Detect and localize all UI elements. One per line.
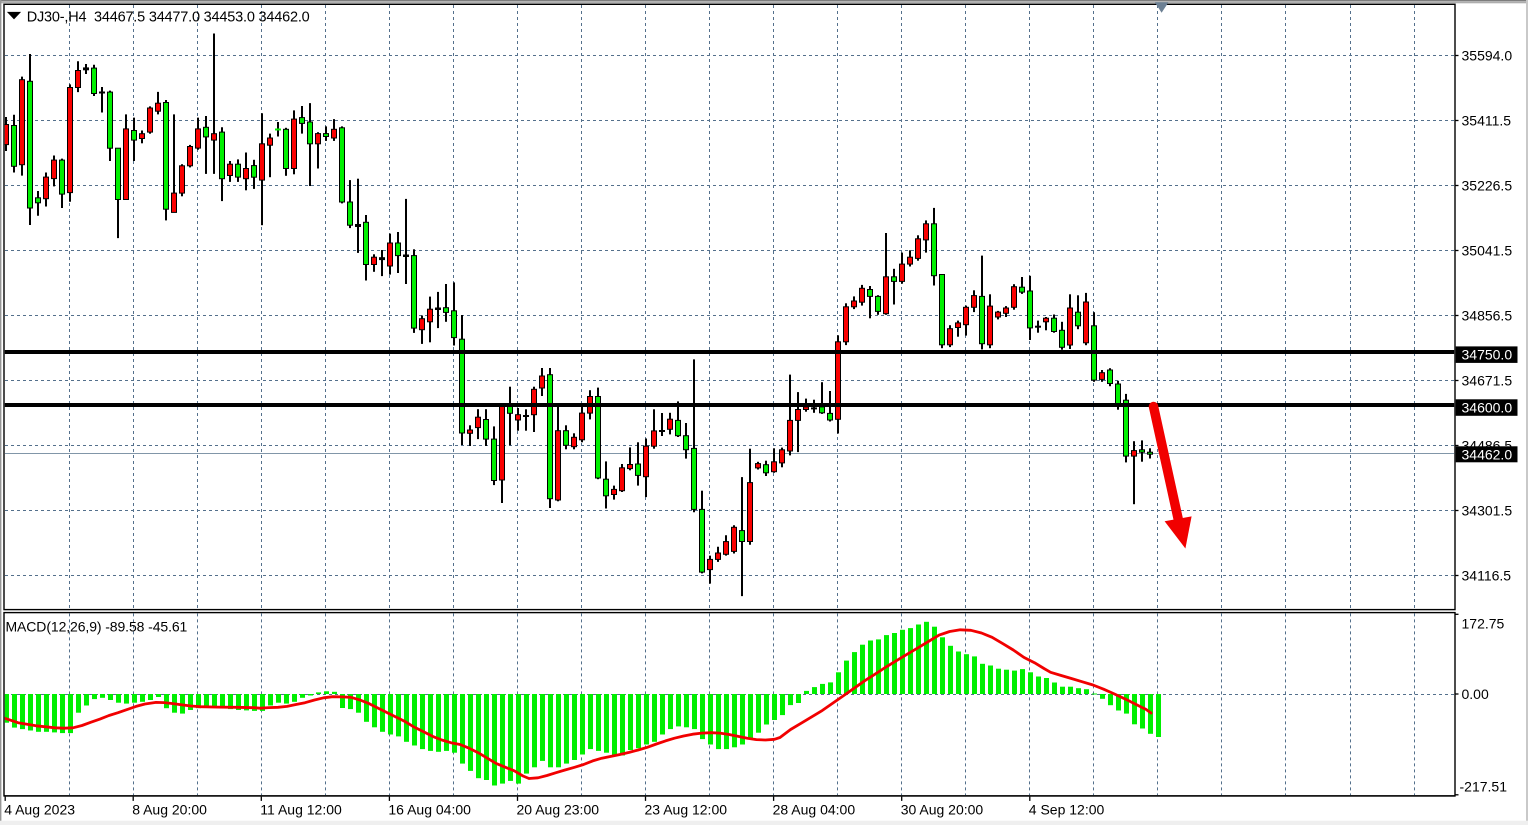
- svg-text:11 Aug 12:00: 11 Aug 12:00: [260, 801, 342, 817]
- svg-text:35041.5: 35041.5: [1462, 243, 1513, 259]
- svg-text:35411.5: 35411.5: [1462, 113, 1512, 129]
- svg-text:23 Aug 12:00: 23 Aug 12:00: [645, 801, 728, 817]
- svg-text:DJ30-,H4 34467.5 34477.0 3445: DJ30-,H4 34467.5 34477.0 34453.0 34462.0: [27, 9, 310, 25]
- svg-text:MACD(12,26,9) -89.58 -45.61: MACD(12,26,9) -89.58 -45.61: [6, 618, 188, 634]
- svg-text:34856.5: 34856.5: [1462, 308, 1513, 324]
- svg-text:34462.0: 34462.0: [1462, 446, 1513, 462]
- svg-text:20 Aug 23:00: 20 Aug 23:00: [517, 801, 600, 817]
- svg-text:34116.5: 34116.5: [1462, 568, 1512, 584]
- svg-text:34600.0: 34600.0: [1462, 400, 1513, 416]
- svg-text:0.00: 0.00: [1462, 686, 1489, 702]
- svg-text:8 Aug 20:00: 8 Aug 20:00: [132, 801, 207, 817]
- svg-text:34750.0: 34750.0: [1462, 347, 1513, 363]
- svg-text:34301.5: 34301.5: [1462, 503, 1513, 519]
- svg-text:-217.51: -217.51: [1460, 779, 1508, 795]
- svg-text:35226.5: 35226.5: [1462, 178, 1513, 194]
- svg-text:16 Aug 04:00: 16 Aug 04:00: [388, 801, 471, 817]
- svg-text:35594.0: 35594.0: [1462, 48, 1513, 64]
- svg-text:34671.5: 34671.5: [1462, 373, 1513, 389]
- svg-text:172.75: 172.75: [1462, 616, 1505, 632]
- svg-text:4 Aug 2023: 4 Aug 2023: [4, 801, 75, 817]
- svg-text:4 Sep 12:00: 4 Sep 12:00: [1029, 801, 1105, 817]
- svg-text:30 Aug 20:00: 30 Aug 20:00: [901, 801, 984, 817]
- svg-text:28 Aug 04:00: 28 Aug 04:00: [773, 801, 856, 817]
